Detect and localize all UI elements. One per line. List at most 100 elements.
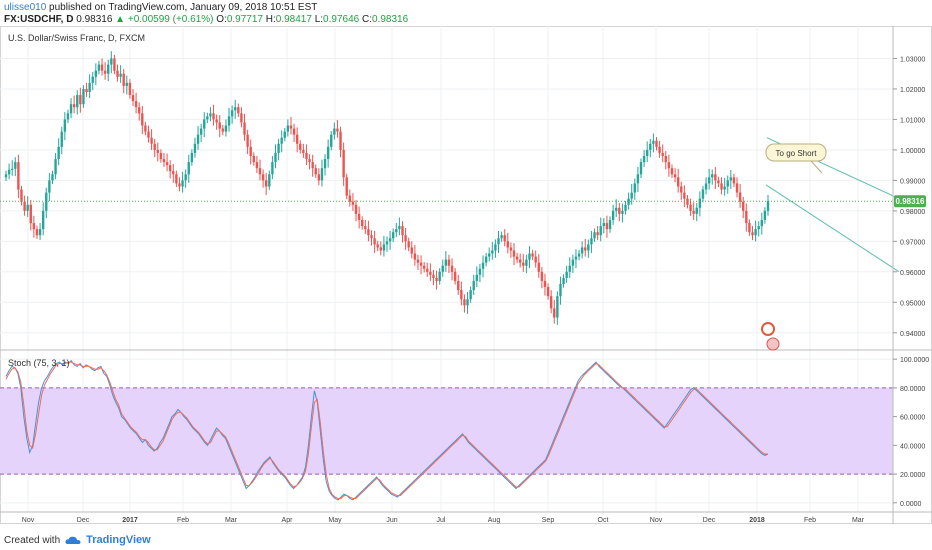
candle-body: [345, 177, 348, 196]
low-label: L:: [314, 14, 324, 25]
chart-canvas[interactable]: 1.03000 1.02000 1.01000 1.00000 0.99000 0.980…: [0, 26, 932, 526]
candle-body: [237, 107, 240, 114]
candle-body: [562, 277, 565, 284]
candle-body: [608, 220, 612, 230]
price-tick-label: 0.97000: [900, 239, 925, 246]
time-tick-label: Dec: [77, 517, 90, 524]
annotation-callout[interactable]: To go Short: [765, 143, 827, 174]
candle-body: [128, 82, 132, 96]
candle-body: [754, 229, 757, 236]
candle-body: [673, 174, 677, 178]
tradingview-brand[interactable]: TradingView: [86, 534, 151, 546]
candle-body: [611, 210, 615, 220]
candle-body: [667, 162, 671, 169]
stoch-tick-label: 100.0000: [900, 357, 929, 364]
candle-body: [466, 299, 469, 306]
callout-text: To go Short: [776, 149, 818, 158]
candle-body: [692, 210, 695, 214]
candle-body: [181, 180, 184, 187]
event-markers[interactable]: [761, 322, 780, 351]
footer: Created with TradingView: [4, 533, 151, 547]
candle-body: [323, 159, 327, 169]
candle-body: [491, 250, 494, 254]
candle-body: [720, 183, 723, 190]
candle-body: [723, 186, 726, 190]
candle-body: [107, 64, 110, 74]
candle-body: [475, 274, 479, 281]
candle-body: [478, 268, 482, 275]
candle-body: [645, 149, 649, 156]
time-tick-label: Apr: [282, 517, 294, 524]
candle-body: [150, 137, 153, 144]
candle-body: [549, 296, 553, 309]
candle-body: [330, 134, 333, 147]
candle-body: [51, 174, 54, 181]
candle-body: [546, 287, 550, 297]
candle-body: [760, 220, 764, 227]
candle-body: [450, 265, 454, 272]
candle-body: [574, 256, 578, 260]
price-axis[interactable]: 1.03000 1.02000 1.01000 1.00000 0.99000 0.980…: [893, 56, 925, 338]
candle-body: [209, 113, 212, 117]
candle-body: [636, 174, 640, 184]
event-marker-icon[interactable]: [761, 322, 775, 336]
low-value: 0.97646: [323, 14, 360, 25]
price-tick-label: 0.99000: [900, 178, 925, 185]
candle-body: [401, 226, 404, 236]
stoch-axis[interactable]: 100.0000 80.0000 60.0000 40.0000 20.0000 0.00…: [893, 357, 929, 508]
open-label: O:: [216, 14, 227, 25]
flag-marker-icon[interactable]: [766, 337, 780, 351]
candle-body: [379, 247, 383, 251]
stoch-tick-label: 60.0000: [900, 415, 925, 422]
price-tag: 0.98316: [894, 195, 926, 208]
candle-body: [326, 146, 330, 160]
candle-body: [621, 210, 624, 214]
candle-body: [199, 128, 203, 135]
candle-body: [258, 168, 262, 175]
candle-body: [435, 277, 438, 281]
price-tag-box: [894, 195, 926, 208]
candle-body: [413, 253, 417, 260]
candle-body: [695, 207, 698, 214]
candle-body: [165, 162, 169, 166]
callout-bubble[interactable]: [765, 143, 827, 162]
candle-body: [639, 162, 643, 175]
change-up-icon: ▲: [115, 14, 126, 25]
candle-body: [317, 174, 321, 181]
candle-body: [302, 149, 305, 153]
candle-body: [416, 259, 420, 263]
candle-body: [373, 238, 376, 245]
candle-body: [305, 152, 308, 160]
candle-body: [376, 244, 379, 248]
time-axis[interactable]: Nov Dec 2017 Feb Mar Apr May Jun Jul Aug Sep Oct Nov…: [22, 517, 865, 524]
candle-body: [658, 146, 661, 153]
candle-body: [683, 192, 686, 199]
candle-body: [704, 183, 708, 190]
candle-body: [17, 162, 20, 190]
candle-body: [137, 107, 141, 114]
close-value: 0.98316: [371, 14, 409, 25]
candle-body: [506, 241, 510, 248]
candle-body: [249, 146, 252, 156]
candle-body: [388, 238, 392, 242]
candle-body: [100, 64, 104, 71]
candle-body: [4, 174, 8, 178]
channel-lower-line[interactable]: [765, 184, 900, 273]
candle-body: [729, 177, 733, 181]
author-link[interactable]: ulisse010: [4, 2, 47, 13]
candle-body: [655, 140, 658, 147]
stoch-tick-label: 0.0000: [900, 501, 922, 508]
candle-body: [295, 134, 299, 144]
candle-body: [618, 207, 621, 214]
candle-body: [398, 226, 401, 230]
candle-body: [553, 308, 556, 318]
candle-body: [540, 271, 544, 281]
candle-body: [66, 113, 70, 120]
candle-body: [481, 262, 485, 269]
candle-body: [717, 180, 720, 184]
candle-body: [568, 265, 571, 272]
symbol-label: FX:USDCHF, D: [4, 14, 74, 25]
candle-body: [122, 73, 125, 86]
candle-body: [82, 88, 85, 105]
candle-body: [522, 262, 525, 266]
